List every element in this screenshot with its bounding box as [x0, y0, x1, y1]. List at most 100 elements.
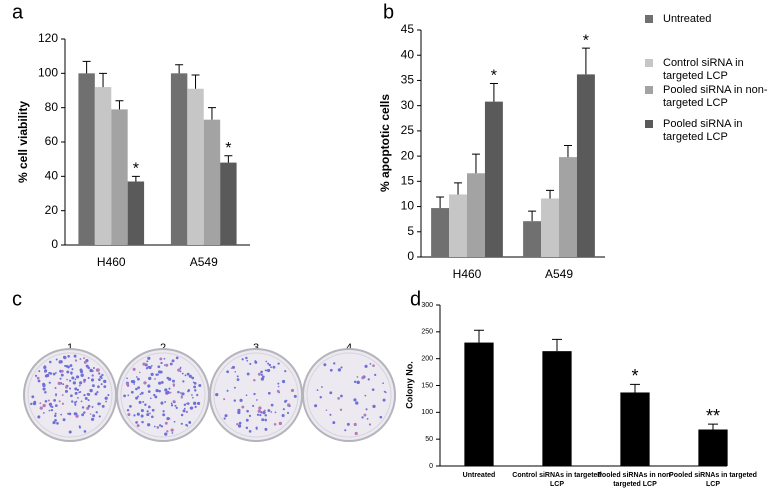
colony [54, 404, 58, 407]
colony [332, 421, 336, 425]
colony [257, 409, 261, 413]
colony [172, 400, 175, 403]
colony [260, 373, 263, 376]
colony [96, 391, 99, 394]
colony [276, 389, 280, 393]
colony [236, 375, 239, 378]
y-tick-label: 45 [401, 22, 415, 36]
colony [129, 404, 132, 408]
colony [43, 365, 47, 370]
colony [239, 398, 243, 403]
colony [49, 360, 52, 364]
colony [146, 360, 149, 363]
colony [133, 383, 135, 385]
colony [234, 370, 237, 373]
colony [170, 402, 173, 405]
panel-label: d [410, 288, 421, 310]
colony [107, 393, 110, 397]
colony [180, 396, 184, 399]
colony [226, 389, 229, 392]
colony [264, 418, 267, 422]
colony [198, 383, 202, 387]
significance-marker: * [133, 161, 139, 178]
colony [355, 401, 359, 405]
colony [62, 418, 66, 422]
colony [188, 421, 192, 424]
y-tick-label: 10 [401, 199, 415, 213]
colony [261, 375, 265, 379]
colony [68, 430, 72, 434]
colony [60, 373, 64, 377]
colony [246, 372, 250, 376]
colony [236, 422, 239, 426]
colony [183, 403, 187, 407]
x-tick-label: A549 [190, 255, 218, 269]
colony [382, 398, 386, 402]
x-tick-label: H460 [453, 267, 482, 281]
colony [314, 404, 318, 408]
colony [76, 388, 80, 392]
colony [293, 394, 297, 398]
error-bar [528, 210, 537, 222]
colony [147, 390, 151, 393]
colony [92, 367, 95, 369]
bar [170, 73, 188, 245]
colony [67, 354, 70, 358]
plate-rim [306, 352, 392, 438]
colony [66, 370, 70, 374]
colony [256, 413, 260, 416]
colony [79, 381, 83, 385]
colony [192, 401, 197, 405]
colony [137, 386, 140, 389]
colony [95, 368, 100, 372]
colony [54, 418, 57, 422]
significance-marker: * [631, 366, 638, 386]
colony [145, 367, 149, 370]
colony [267, 362, 270, 365]
colony [245, 418, 249, 422]
colony [267, 391, 271, 395]
colony [126, 377, 128, 380]
colony [329, 391, 333, 395]
y-tick-label: 20 [45, 203, 59, 217]
colony [148, 376, 152, 381]
colony [264, 414, 267, 417]
colony [69, 364, 73, 367]
colony [142, 362, 146, 366]
colony [32, 401, 37, 406]
colony [329, 413, 332, 416]
colony [62, 355, 67, 359]
colony [181, 392, 185, 396]
colony [249, 362, 252, 365]
bar [559, 157, 577, 257]
colony [74, 359, 78, 362]
colony [97, 402, 101, 406]
colony [353, 422, 357, 427]
colony [270, 403, 274, 407]
colony [87, 376, 90, 379]
colony [258, 406, 262, 410]
colony [52, 372, 56, 376]
colony [103, 379, 107, 384]
colony [87, 399, 90, 402]
colony [175, 406, 178, 409]
colony [162, 410, 165, 413]
bar [94, 87, 112, 245]
colony [91, 406, 94, 408]
colony [36, 376, 40, 380]
colony [83, 360, 87, 364]
colony [340, 394, 343, 398]
y-tick-label: 5 [407, 224, 414, 238]
colony [236, 378, 240, 382]
colony [164, 421, 168, 425]
x-tick-label: Control siRNAs in targeted LCP [512, 472, 602, 488]
bar [620, 392, 650, 466]
colony [95, 411, 98, 414]
y-tick-label: 0 [407, 249, 414, 263]
colony [374, 373, 377, 376]
colony [126, 408, 130, 412]
plate-label: 1 [67, 342, 73, 354]
colony [34, 374, 38, 377]
colony [284, 400, 287, 403]
legend-swatch [645, 15, 653, 23]
